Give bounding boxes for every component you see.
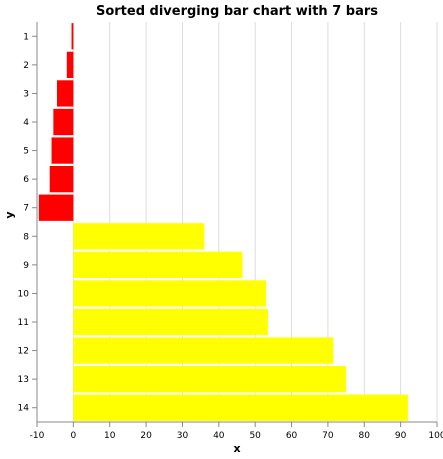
x-tick-layer: -10 0 10 20 30 40 50 60 70 80 90 100: [30, 422, 443, 441]
bar-7: [38, 194, 74, 221]
bar-8: [73, 223, 205, 250]
bar-12: [73, 337, 334, 364]
x-tick-label: 20: [140, 431, 152, 441]
x-tick-label: -10: [30, 431, 45, 441]
x-tick-label: 80: [359, 431, 371, 441]
y-tick-label: 14: [18, 404, 30, 414]
bar-4: [53, 108, 74, 136]
x-tick-label: 100: [428, 431, 443, 441]
y-tick-label: 9: [23, 261, 29, 271]
x-tick-label: 10: [104, 431, 116, 441]
bar-5: [51, 137, 74, 164]
x-tick-label: 90: [395, 431, 407, 441]
y-tick-label: 1: [23, 32, 29, 42]
y-tick-label: 4: [23, 118, 29, 128]
bar-layer: [38, 23, 408, 421]
x-tick-label: 40: [213, 431, 225, 441]
y-tick-label: 11: [18, 318, 29, 328]
x-tick-label: 0: [70, 431, 76, 441]
x-axis-title: x: [233, 442, 240, 455]
x-tick-label: 60: [286, 431, 298, 441]
axis-layer: [36, 22, 437, 423]
y-tick-label: 12: [18, 347, 29, 357]
y-tick-label: 10: [18, 289, 30, 299]
y-axis-title: y: [3, 211, 16, 218]
grid-layer: [36, 22, 438, 422]
y-tick-label: 5: [23, 147, 29, 157]
y-tick-label: 2: [23, 61, 29, 71]
y-tick-label: 13: [18, 375, 29, 385]
x-tick-label: 50: [249, 431, 261, 441]
bar-13: [73, 366, 347, 393]
bar-1: [71, 23, 74, 50]
x-tick-label: 30: [177, 431, 189, 441]
bar-2: [66, 51, 74, 78]
chart-title: Sorted diverging bar chart with 7 bars: [96, 4, 378, 19]
bar-9: [73, 251, 243, 278]
bar-10: [73, 280, 267, 307]
y-tick-label: 8: [23, 232, 29, 242]
y-tick-label: 6: [23, 175, 29, 185]
y-tick-label: 3: [23, 89, 29, 99]
x-tick-label: 70: [322, 431, 334, 441]
bar-14: [73, 394, 408, 421]
bar-3: [57, 80, 74, 107]
y-tick-label: 7: [23, 204, 29, 214]
bar-11: [73, 308, 268, 336]
bar-6: [49, 166, 74, 193]
